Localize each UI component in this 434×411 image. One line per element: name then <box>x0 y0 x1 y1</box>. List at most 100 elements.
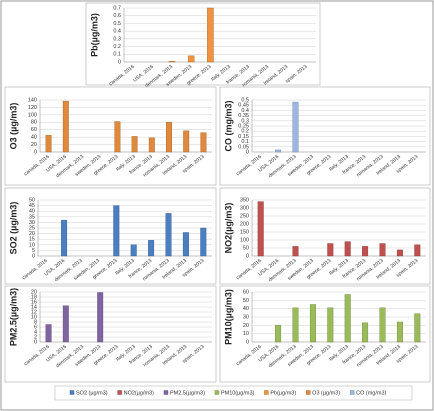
y-axis-title: NO2(µg/m3) <box>223 203 233 254</box>
y-tick-label: 0 <box>32 253 35 259</box>
bar <box>414 313 421 343</box>
y-tick-label: 0.05 <box>238 144 249 150</box>
bar <box>292 101 299 153</box>
y-tick-label: 0.15 <box>238 134 249 140</box>
y-tick-label: 15 <box>29 237 35 243</box>
y-tick-label: 0.25 <box>238 123 249 129</box>
panel-frame <box>85 2 321 86</box>
legend-label: Pb(µg/m3) <box>270 390 296 396</box>
bar <box>414 244 421 257</box>
y-tick-label: 300 <box>240 205 249 211</box>
y-tick-label: 20 <box>31 289 37 295</box>
legend-label: CO (mg/m3) <box>356 390 386 396</box>
bar <box>187 55 195 63</box>
panel-frame <box>4 86 217 186</box>
legend-label: O3 (µg/m3) <box>312 390 340 396</box>
legend-swatch <box>214 390 220 395</box>
bar <box>114 121 121 153</box>
y-tick-label: 100 <box>28 112 37 118</box>
y-tick-label: 0 <box>118 59 121 65</box>
legend-swatch <box>264 390 269 395</box>
bar <box>148 137 155 153</box>
y-tick-label: 10 <box>243 331 249 337</box>
y-tick-label: 0.45 <box>238 103 249 109</box>
legend-swatch <box>349 390 355 395</box>
legend-box <box>54 385 413 401</box>
panel-frame <box>4 285 217 383</box>
bar <box>200 227 207 257</box>
y-axis-title: PM2.5(µg/m3) <box>8 288 18 346</box>
bar <box>396 249 403 257</box>
legend-label: SO2 (µg/m3) <box>76 390 108 396</box>
y-tick-label: 14 <box>31 304 37 310</box>
y-tick-label: 60 <box>243 289 249 295</box>
bar <box>207 7 214 63</box>
y-tick-label: 25 <box>29 225 35 231</box>
bar <box>45 135 52 153</box>
panel-frame <box>219 285 431 383</box>
y-tick-label: 0.4 <box>241 108 249 114</box>
bar <box>309 304 316 343</box>
bar <box>362 246 369 257</box>
bar <box>45 324 52 343</box>
bar <box>131 136 138 153</box>
y-tick-label: 80 <box>31 120 37 126</box>
y-tick-label: 12 <box>31 309 37 315</box>
y-tick-label: 40 <box>31 135 37 141</box>
y-tick-label: 60 <box>31 127 37 133</box>
bar <box>168 61 176 63</box>
y-tick-label: 0.2 <box>113 44 121 50</box>
y-tick-label: 5 <box>32 248 35 254</box>
panel-frame <box>4 187 217 285</box>
y-axis-title: Pb(µg/m3) <box>89 13 99 57</box>
y-tick-label: 50 <box>29 197 35 203</box>
bar <box>166 122 172 153</box>
y-axis-title: O3 (µg/m3) <box>8 103 18 150</box>
bar <box>327 243 334 257</box>
y-axis-title: SO2 (µg/m3) <box>8 202 18 255</box>
y-tick-label: 0.6 <box>113 13 121 19</box>
y-tick-label: 50 <box>243 298 249 304</box>
y-tick-label: 20 <box>29 231 35 237</box>
y-tick-label: 35 <box>29 214 35 220</box>
y-tick-label: 6 <box>34 324 37 330</box>
bar <box>344 294 351 343</box>
y-tick-label: 30 <box>243 314 249 320</box>
bar <box>61 219 68 257</box>
legend-swatch <box>69 390 75 395</box>
bar <box>292 246 299 257</box>
y-tick-label: 0.4 <box>113 29 121 35</box>
y-tick-label: 0 <box>34 149 37 155</box>
y-tick-label: 0.3 <box>241 118 249 124</box>
y-tick-label: 200 <box>240 221 249 227</box>
y-tick-label: 40 <box>29 209 35 215</box>
bar <box>292 307 299 343</box>
legend-swatch <box>305 390 311 395</box>
y-tick-label: 150 <box>240 229 249 235</box>
y-tick-label: 0.1 <box>113 52 121 58</box>
bar <box>165 213 172 257</box>
y-tick-label: 30 <box>29 220 35 226</box>
legend-swatch <box>117 390 122 395</box>
y-tick-label: 50 <box>243 245 249 251</box>
bar <box>379 243 386 257</box>
bar <box>379 307 386 343</box>
y-tick-label: 0.5 <box>113 21 121 27</box>
legend-label: PM2.5(µg/m3) <box>170 390 205 396</box>
bar <box>182 232 189 257</box>
y-tick-label: 120 <box>28 105 37 111</box>
y-tick-label: 0.7 <box>113 5 121 11</box>
y-tick-label: 100 <box>240 237 249 243</box>
bar <box>200 132 207 153</box>
y-tick-label: 0.2 <box>241 129 249 135</box>
y-tick-label: 18 <box>31 294 37 300</box>
bar <box>183 130 190 153</box>
y-tick-label: 40 <box>243 306 249 312</box>
legend-label: NO2(µg/m3) <box>124 390 155 396</box>
y-axis-title: CO (mg/m3) <box>223 100 233 151</box>
legend-swatch <box>163 390 169 395</box>
bar <box>257 201 264 257</box>
y-tick-label: 0.1 <box>241 139 249 145</box>
bar <box>62 305 69 343</box>
bar <box>62 100 69 153</box>
